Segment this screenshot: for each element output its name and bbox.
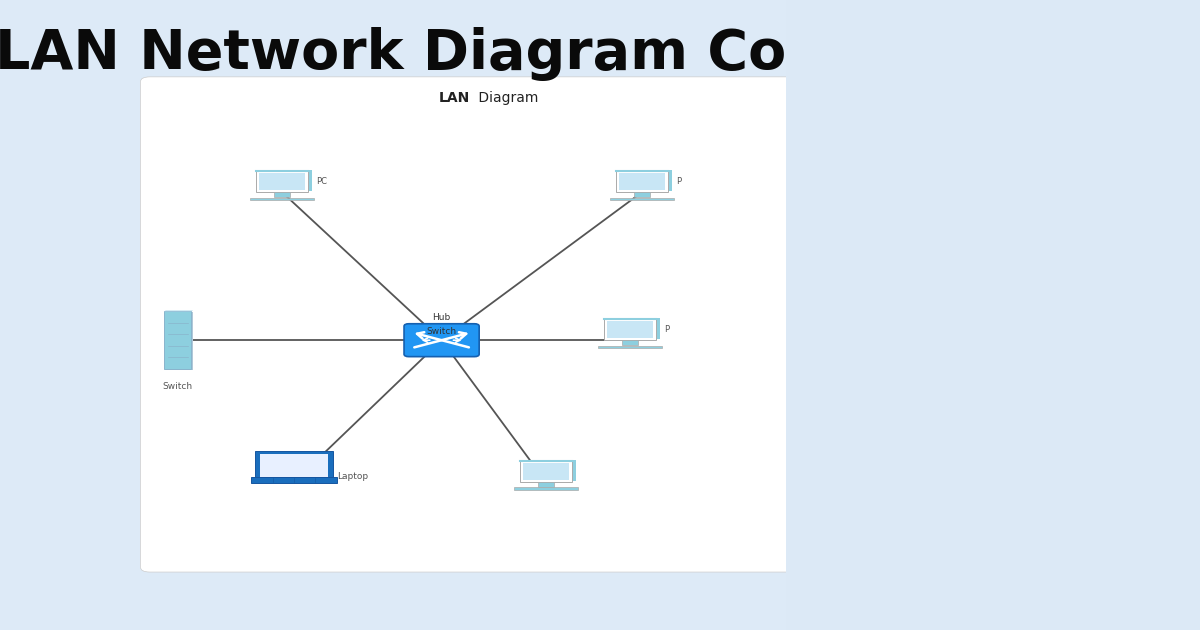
FancyBboxPatch shape [520, 461, 572, 482]
Text: LAN: LAN [439, 91, 470, 105]
FancyBboxPatch shape [140, 77, 802, 572]
Text: Laptop: Laptop [337, 472, 368, 481]
FancyBboxPatch shape [256, 171, 308, 192]
FancyBboxPatch shape [256, 451, 332, 479]
FancyBboxPatch shape [607, 318, 660, 339]
Text: Switch: Switch [162, 382, 193, 391]
Text: Switch: Switch [426, 328, 457, 336]
FancyBboxPatch shape [515, 488, 577, 490]
Text: LAN Network Diagram Complete Guide: LAN Network Diagram Complete Guide [0, 26, 1200, 81]
FancyBboxPatch shape [611, 198, 673, 200]
FancyBboxPatch shape [166, 312, 193, 370]
FancyBboxPatch shape [164, 311, 191, 369]
Text: P: P [665, 325, 670, 335]
FancyBboxPatch shape [623, 340, 637, 345]
FancyBboxPatch shape [539, 482, 553, 487]
FancyBboxPatch shape [259, 173, 305, 190]
FancyBboxPatch shape [404, 324, 479, 357]
FancyBboxPatch shape [260, 454, 329, 477]
FancyBboxPatch shape [635, 192, 649, 197]
FancyBboxPatch shape [607, 321, 653, 338]
Text: P: P [677, 177, 682, 186]
FancyBboxPatch shape [599, 346, 661, 348]
FancyBboxPatch shape [275, 192, 289, 197]
FancyBboxPatch shape [259, 170, 312, 191]
FancyBboxPatch shape [523, 463, 569, 480]
FancyBboxPatch shape [619, 170, 672, 191]
FancyBboxPatch shape [616, 171, 668, 192]
Text: Diagram: Diagram [474, 91, 539, 105]
FancyBboxPatch shape [523, 460, 576, 481]
FancyBboxPatch shape [619, 173, 665, 190]
FancyBboxPatch shape [604, 319, 656, 340]
FancyBboxPatch shape [251, 198, 313, 200]
Text: Hub: Hub [432, 314, 451, 323]
Text: PC: PC [317, 177, 328, 186]
FancyBboxPatch shape [251, 477, 337, 483]
